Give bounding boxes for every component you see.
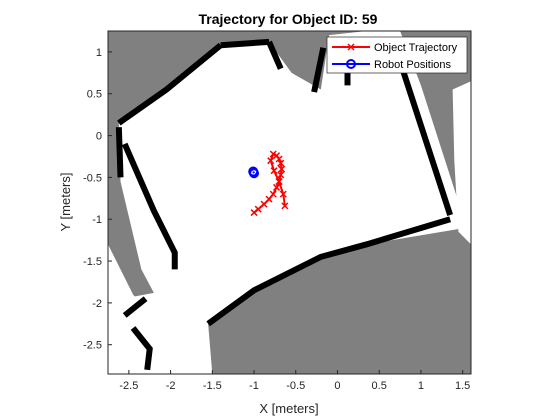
map-wall-8 [122, 296, 148, 318]
x-axis-label: X [meters] [259, 401, 318, 416]
map-wall-6 [121, 142, 178, 270]
series-1 [248, 166, 260, 179]
data-point [270, 167, 278, 175]
map-wall-1 [220, 38, 270, 49]
legend-entry: Object Trajectory [332, 42, 458, 54]
data-point [273, 183, 281, 191]
data-point [278, 165, 286, 173]
series-0 [250, 150, 289, 217]
x-tick-label: -1.5 [203, 380, 222, 392]
y-tick-label: -1.5 [83, 256, 102, 268]
x-tick-label: 1 [418, 380, 424, 392]
y-tick-label: -0.5 [83, 172, 102, 184]
data-point [269, 190, 277, 198]
map-wall-0 [117, 42, 223, 126]
occupancy-map [108, 31, 471, 374]
map-wall-2 [266, 40, 284, 70]
y-axis: 1 0.5 0 -0.5 -1 -1.5 -2 -2.5 [83, 47, 112, 352]
x-tick-label: -1 [249, 380, 259, 392]
y-axis-label: Y [meters] [58, 172, 73, 231]
y-tick-label: 0 [96, 131, 102, 143]
series-line [252, 171, 255, 174]
data-point [269, 150, 277, 158]
legend-swatch-marker [347, 43, 355, 51]
map-free-region-2 [452, 81, 471, 245]
map-wall-7 [206, 216, 452, 327]
legend-entry: Robot Positions [332, 59, 452, 71]
data-point [279, 190, 287, 198]
data-point [277, 171, 285, 179]
legend-swatch-marker [346, 59, 356, 69]
y-tick-label: 1 [96, 47, 102, 59]
y-tick-label: -1 [92, 214, 102, 226]
y-tick-label: 0.5 [87, 89, 102, 101]
data-point [267, 157, 275, 165]
map-free-region-0 [118, 31, 467, 374]
x-tick-label: -2.5 [119, 380, 138, 392]
data-point [275, 178, 283, 186]
x-axis: -2.5 -2 -1.5 -1 -0.5 0 0.5 1 1.5 [119, 370, 470, 392]
map-wall-3 [311, 47, 327, 93]
x-tick-label: 0.5 [372, 380, 387, 392]
data-point [277, 159, 285, 167]
x-tick-label: 1.5 [455, 380, 470, 392]
y-tick-label: -2 [92, 298, 102, 310]
data-point [260, 200, 268, 208]
data-point [254, 205, 262, 213]
map-wall-10 [115, 127, 124, 178]
legend-label: Robot Positions [374, 59, 452, 71]
legend: Object Trajectory Robot Positions [326, 36, 468, 74]
x-tick-label: -2 [166, 380, 176, 392]
map-wall-9 [130, 326, 153, 371]
chart-title: Trajectory for Object ID: 59 [199, 11, 378, 27]
data-point [281, 202, 289, 210]
y-tick-label: -2.5 [83, 340, 102, 352]
series-layer [248, 150, 289, 217]
x-tick-label: -0.5 [286, 380, 305, 392]
data-point [249, 168, 260, 179]
legend-label: Object Trajectory [374, 42, 458, 54]
plot-area-frame [107, 30, 472, 375]
x-tick-label: 0 [334, 380, 340, 392]
